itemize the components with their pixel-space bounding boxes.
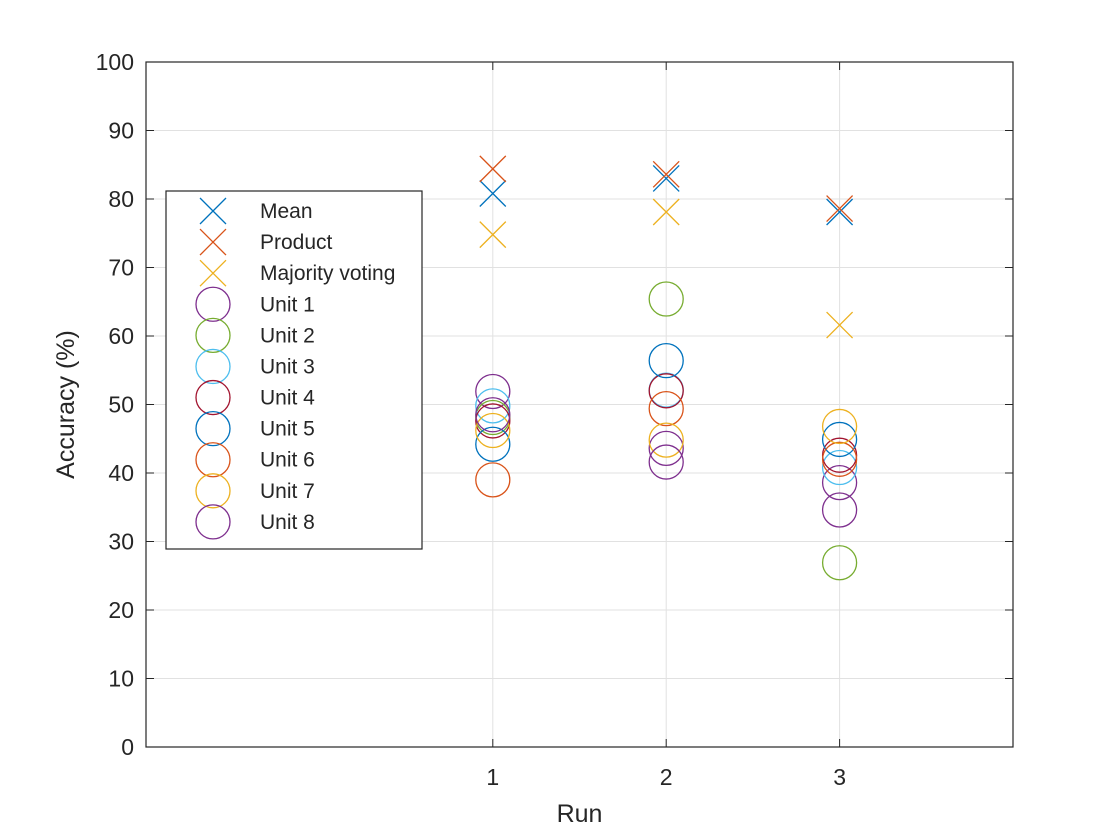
- data-point-cross: [652, 198, 680, 226]
- axis-ticks: 0 10 20 30 40 50 60 70 80 90 100 1 2 3: [96, 49, 1013, 790]
- data-point-circle: [475, 462, 511, 498]
- legend-marker: [199, 197, 227, 225]
- y-tick-label: 20: [108, 597, 134, 623]
- y-tick-label: 70: [108, 255, 134, 281]
- legend-marker: [195, 317, 231, 354]
- data-point-circle: [821, 449, 858, 486]
- data-point-circle: [648, 390, 684, 427]
- legend-label: Unit 8: [260, 511, 315, 534]
- y-tick-label: 100: [96, 49, 134, 75]
- y-tick-label: 80: [108, 186, 134, 212]
- data-point-cross: [479, 180, 507, 207]
- legend-label: Unit 1: [260, 293, 315, 316]
- legend-label: Unit 6: [260, 449, 315, 472]
- legend-label: Product: [260, 231, 333, 254]
- data-point-circle: [821, 441, 858, 477]
- x-tick-label: 2: [660, 764, 673, 790]
- legend-label: Unit 7: [260, 480, 315, 503]
- legend-marker: [195, 348, 231, 385]
- legend: Mean Product Majority voting Unit 1 Unit 2 Un…: [165, 190, 423, 550]
- y-tick-label: 10: [108, 666, 134, 692]
- legend-label: Unit 5: [260, 418, 315, 441]
- data-point-circle: [648, 422, 684, 458]
- legend-box: [165, 190, 423, 550]
- legend-marker: [195, 286, 231, 322]
- data-point-cross: [652, 164, 680, 192]
- legend-label: Unit 4: [260, 387, 315, 410]
- y-tick-label: 30: [108, 529, 134, 555]
- data-point-cross: [826, 198, 854, 226]
- data-point-cross: [652, 160, 680, 188]
- data-point-circle: [475, 403, 511, 439]
- data-point-cross: [479, 155, 507, 183]
- y-axis-title: Accuracy (%): [52, 330, 80, 479]
- legend-marker: [195, 504, 231, 540]
- data-point-circle: [475, 412, 511, 449]
- legend-label: Mean: [260, 200, 313, 223]
- data-point-circle: [648, 281, 684, 317]
- data-point-cross: [479, 221, 507, 249]
- legend-label: Majority voting: [260, 262, 395, 285]
- data-marks: [475, 155, 858, 581]
- y-tick-label: 0: [121, 734, 134, 760]
- legend-marker: [195, 379, 231, 416]
- legend-marker: [199, 259, 227, 287]
- data-point-circle: [475, 426, 511, 462]
- y-tick-label: 60: [108, 323, 134, 349]
- data-point-circle: [821, 545, 858, 581]
- x-tick-label: 3: [833, 764, 846, 790]
- data-point-circle: [648, 373, 684, 409]
- data-point-circle: [821, 408, 858, 445]
- legend-marker: [195, 473, 231, 509]
- legend-marker: [195, 442, 231, 478]
- y-tick-label: 50: [108, 392, 134, 418]
- data-point-circle: [821, 464, 858, 501]
- data-point-circle: [648, 343, 684, 379]
- legend-marker: [195, 410, 231, 447]
- data-point-cross: [826, 311, 854, 339]
- data-point-circle: [648, 444, 684, 480]
- y-tick-label: 90: [108, 118, 134, 144]
- data-point-circle: [475, 373, 511, 410]
- x-axis-title: Run: [557, 800, 603, 828]
- legend-label: Unit 2: [260, 324, 315, 347]
- data-point-circle: [475, 388, 511, 424]
- data-point-cross: [826, 195, 854, 223]
- x-tick-label: 1: [486, 764, 499, 790]
- legend-marker: [199, 228, 227, 256]
- data-point-circle: [475, 397, 511, 433]
- legend-label: Unit 3: [260, 355, 315, 378]
- data-point-circle: [821, 421, 858, 458]
- data-point-circle: [821, 492, 858, 528]
- y-tick-label: 40: [108, 460, 134, 486]
- data-point-circle: [648, 430, 684, 466]
